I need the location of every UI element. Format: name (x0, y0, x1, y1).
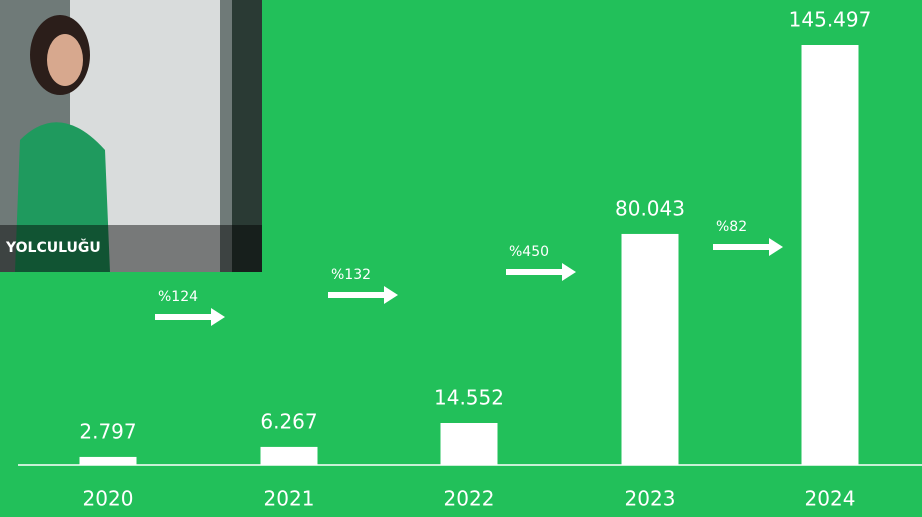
bar (260, 446, 318, 465)
growth-label: %124 (158, 289, 198, 305)
growth-arrow (328, 286, 398, 304)
photo: YOLCULUĞU (0, 0, 262, 272)
x-tick-label: 2021 (264, 487, 315, 511)
value-label: 145.497 (789, 8, 872, 32)
x-tick-label: 2023 (625, 487, 676, 511)
value-label: 2.797 (79, 419, 136, 443)
growth-arrow (506, 263, 576, 281)
value-label: 6.267 (260, 409, 317, 433)
growth-arrow (155, 308, 225, 326)
growth-arrow (713, 238, 783, 256)
photo-face (47, 34, 83, 86)
bar (621, 233, 679, 465)
bar (801, 45, 859, 465)
bar (440, 422, 498, 465)
photo-jacket (15, 122, 110, 272)
growth-label: %132 (331, 267, 371, 283)
photo-caption: YOLCULUĞU (5, 238, 101, 256)
photo-side (232, 0, 262, 272)
x-tick-label: 2024 (805, 487, 856, 511)
growth-label: %82 (716, 219, 747, 235)
value-label: 80.043 (615, 196, 685, 220)
photo-shade (0, 225, 262, 272)
x-tick-label: 2022 (444, 487, 495, 511)
bar (79, 456, 137, 465)
value-label: 14.552 (434, 385, 504, 409)
growth-label: %450 (509, 244, 549, 260)
x-tick-label: 2020 (83, 487, 134, 511)
